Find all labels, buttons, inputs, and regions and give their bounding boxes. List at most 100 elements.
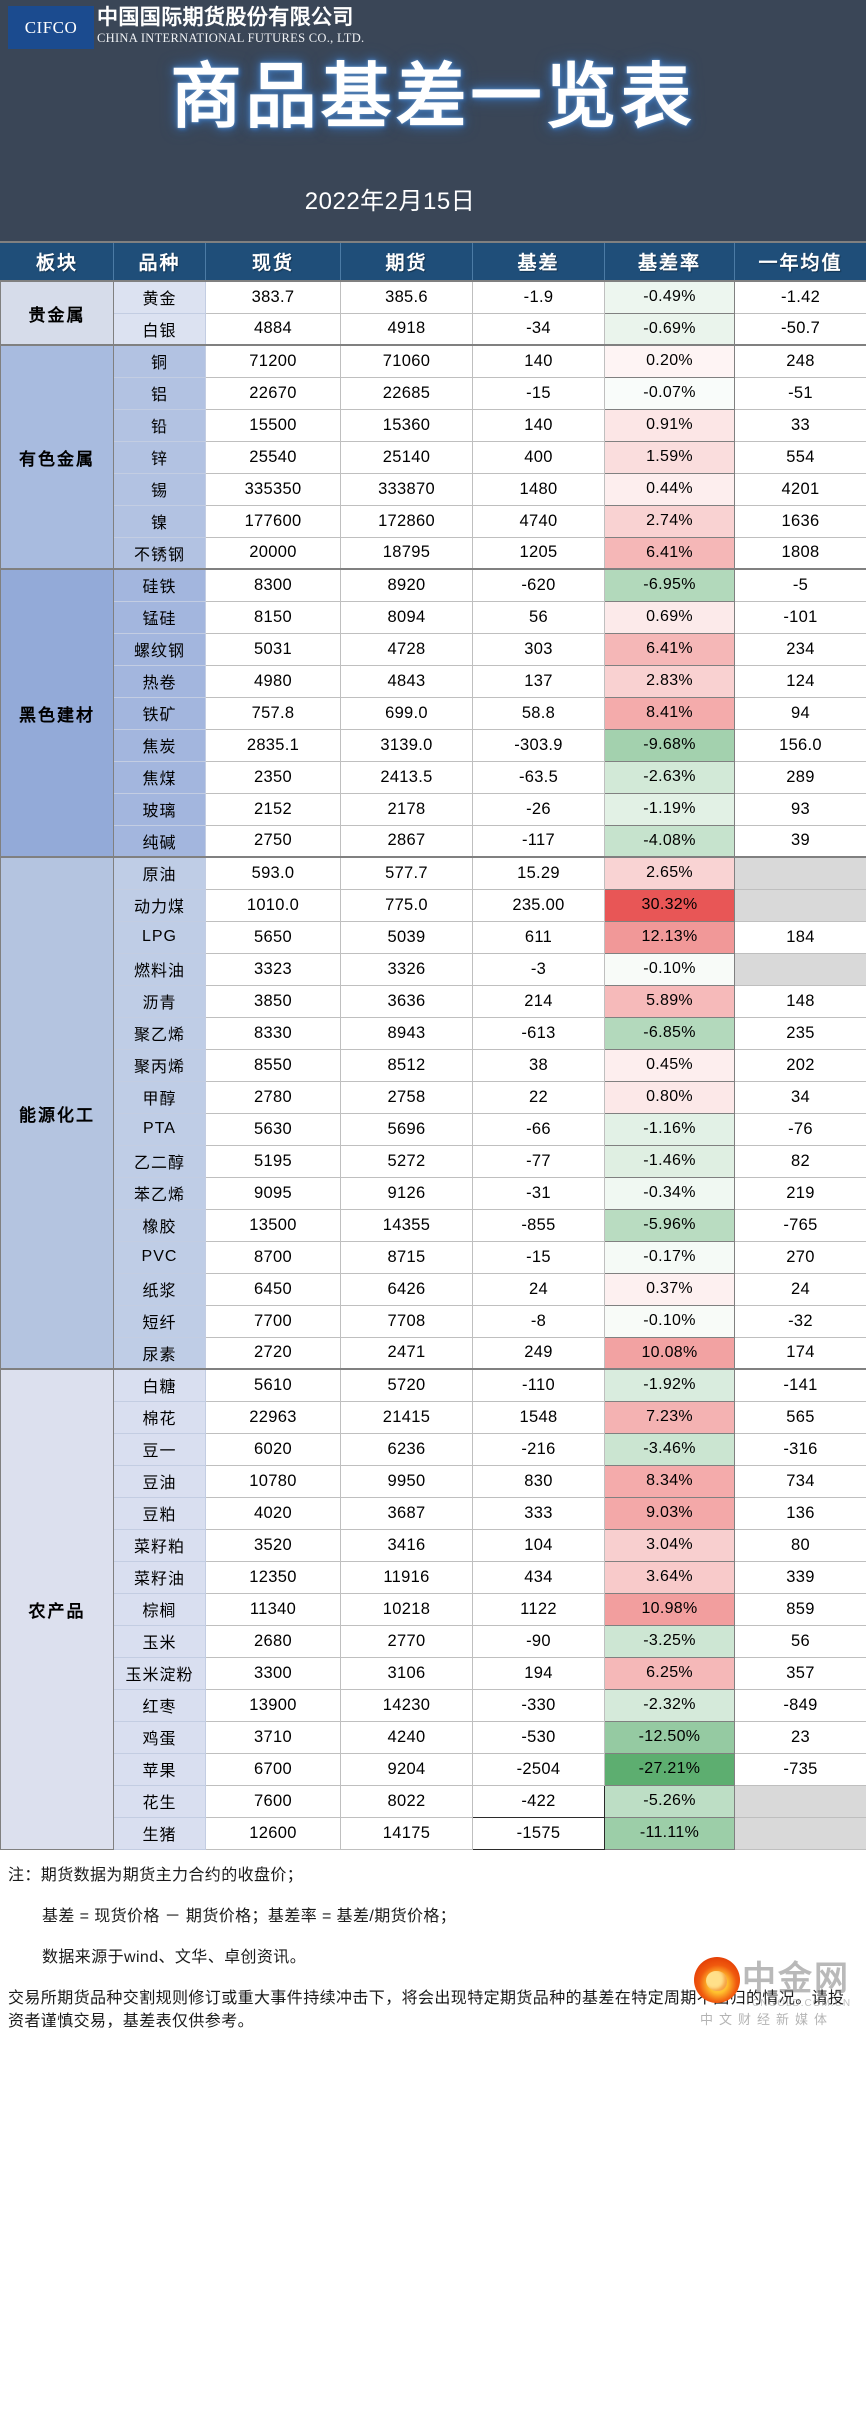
variety-cell: 焦炭 [113, 728, 206, 762]
spot-price-cell: 5195 [205, 1144, 341, 1178]
one-year-average-cell: 24 [734, 1272, 866, 1306]
basis-cell: 214 [472, 984, 605, 1018]
futures-price-cell: 3687 [340, 1496, 473, 1530]
variety-cell: 生猪 [113, 1816, 206, 1850]
basis-cell: 104 [472, 1528, 605, 1562]
futures-price-cell: 2867 [340, 824, 473, 858]
variety-cell: 热卷 [113, 664, 206, 698]
spot-price-cell: 2720 [205, 1336, 341, 1370]
basis-rate-cell: -0.34% [604, 1176, 735, 1210]
basis-rate-cell: 0.45% [604, 1048, 735, 1082]
basis-rate-cell: 8.34% [604, 1464, 735, 1498]
table-row: 锡 335350 333870 1480 0.44% 4201 [1, 472, 866, 506]
futures-price-cell: 14355 [340, 1208, 473, 1242]
spot-price-cell: 4980 [205, 664, 341, 698]
spot-price-cell: 5610 [205, 1368, 341, 1402]
variety-cell: 菜籽油 [113, 1560, 206, 1594]
one-year-average-cell: 859 [734, 1592, 866, 1626]
spot-price-cell: 1010.0 [205, 888, 341, 922]
futures-price-cell: 8094 [340, 600, 473, 634]
variety-cell: PTA [113, 1112, 206, 1146]
spot-price-cell: 20000 [205, 536, 341, 570]
basis-rate-cell: 6.41% [604, 536, 735, 570]
spot-price-cell: 4884 [205, 312, 341, 346]
table-row: 豆粕 4020 3687 333 9.03% 136 [1, 1496, 866, 1530]
variety-cell: 豆油 [113, 1464, 206, 1498]
variety-cell: 白银 [113, 312, 206, 346]
variety-cell: 镍 [113, 504, 206, 538]
one-year-average-cell: -141 [734, 1368, 866, 1402]
basis-cell: 1122 [472, 1592, 605, 1626]
one-year-average-cell: 270 [734, 1240, 866, 1274]
basis-rate-cell: 0.44% [604, 472, 735, 506]
basis-rate-cell: -0.49% [604, 280, 735, 314]
variety-cell: 甲醇 [113, 1080, 206, 1114]
table-row: 沥青 3850 3636 214 5.89% 148 [1, 984, 866, 1018]
variety-cell: 鸡蛋 [113, 1720, 206, 1754]
spot-price-cell: 177600 [205, 504, 341, 538]
table-row: 豆一 6020 6236 -216 -3.46% -316 [1, 1432, 866, 1466]
basis-cell: -110 [472, 1368, 605, 1402]
basis-rate-cell: 2.74% [604, 504, 735, 538]
basis-cell: -63.5 [472, 760, 605, 794]
table-row: 螺纹钢 5031 4728 303 6.41% 234 [1, 632, 866, 666]
futures-price-cell: 3326 [340, 952, 473, 986]
variety-cell: 燃料油 [113, 952, 206, 986]
futures-price-cell: 71060 [340, 344, 473, 378]
one-year-average-cell: 1808 [734, 536, 866, 570]
basis-rate-cell: 10.98% [604, 1592, 735, 1626]
variety-cell: 豆粕 [113, 1496, 206, 1530]
table-row: 黑色建材 硅铁 8300 8920 -620 -6.95% -5 [0, 568, 866, 858]
futures-price-cell: 385.6 [340, 280, 473, 314]
futures-price-cell: 4240 [340, 1720, 473, 1754]
futures-price-cell: 14230 [340, 1688, 473, 1722]
futures-price-cell: 172860 [340, 504, 473, 538]
variety-cell: LPG [113, 920, 206, 954]
basis-table: 板块 品种 现货 期货 基差 基差率 一年均值 贵金属 黄金 383.7 385.6 -1.9 -0.… [0, 241, 866, 1850]
one-year-average-cell [734, 888, 866, 922]
futures-price-cell: 7708 [340, 1304, 473, 1338]
basis-cell: 22 [472, 1080, 605, 1114]
table-row: 棕榈 11340 10218 1122 10.98% 859 [1, 1592, 866, 1626]
one-year-average-cell [734, 1784, 866, 1818]
variety-cell: 红枣 [113, 1688, 206, 1722]
variety-cell: 棉花 [113, 1400, 206, 1434]
basis-cell: -1.9 [472, 280, 605, 314]
basis-cell: -330 [472, 1688, 605, 1722]
table-row: PTA 5630 5696 -66 -1.16% -76 [1, 1112, 866, 1146]
variety-cell: 玻璃 [113, 792, 206, 826]
basis-rate-cell: 0.37% [604, 1272, 735, 1306]
basis-rate-cell: -6.95% [604, 568, 735, 602]
table-row: 热卷 4980 4843 137 2.83% 124 [1, 664, 866, 698]
variety-cell: 锰硅 [113, 600, 206, 634]
basis-rate-cell: -27.21% [604, 1752, 735, 1786]
variety-cell: 豆一 [113, 1432, 206, 1466]
one-year-average-cell: 184 [734, 920, 866, 954]
futures-price-cell: 9204 [340, 1752, 473, 1786]
variety-cell: 苯乙烯 [113, 1176, 206, 1210]
sector-cell: 贵金属 [0, 280, 114, 346]
one-year-average-cell: -1.42 [734, 280, 866, 314]
spot-price-cell: 12350 [205, 1560, 341, 1594]
basis-rate-cell: 3.04% [604, 1528, 735, 1562]
variety-cell: 硅铁 [113, 568, 206, 602]
basis-cell: 1480 [472, 472, 605, 506]
basis-rate-cell: -5.96% [604, 1208, 735, 1242]
variety-cell: 原油 [113, 856, 206, 890]
futures-price-cell: 8715 [340, 1240, 473, 1274]
table-row: 苯乙烯 9095 9126 -31 -0.34% 219 [1, 1176, 866, 1210]
basis-rate-cell: 0.91% [604, 408, 735, 442]
one-year-average-cell: -316 [734, 1432, 866, 1466]
futures-price-cell: 22685 [340, 376, 473, 410]
table-row: 菜籽油 12350 11916 434 3.64% 339 [1, 1560, 866, 1594]
table-row: 聚乙烯 8330 8943 -613 -6.85% 235 [1, 1016, 866, 1050]
basis-cell: 137 [472, 664, 605, 698]
spot-price-cell: 2835.1 [205, 728, 341, 762]
basis-rate-cell: 0.69% [604, 600, 735, 634]
basis-cell: 140 [472, 344, 605, 378]
variety-cell: 尿素 [113, 1336, 206, 1370]
spot-price-cell: 6020 [205, 1432, 341, 1466]
variety-cell: 纯碱 [113, 824, 206, 858]
company-name-block: 中国国际期货股份有限公司 CHINA INTERNATIONAL FUTURES… [97, 6, 364, 46]
spot-price-cell: 757.8 [205, 696, 341, 730]
